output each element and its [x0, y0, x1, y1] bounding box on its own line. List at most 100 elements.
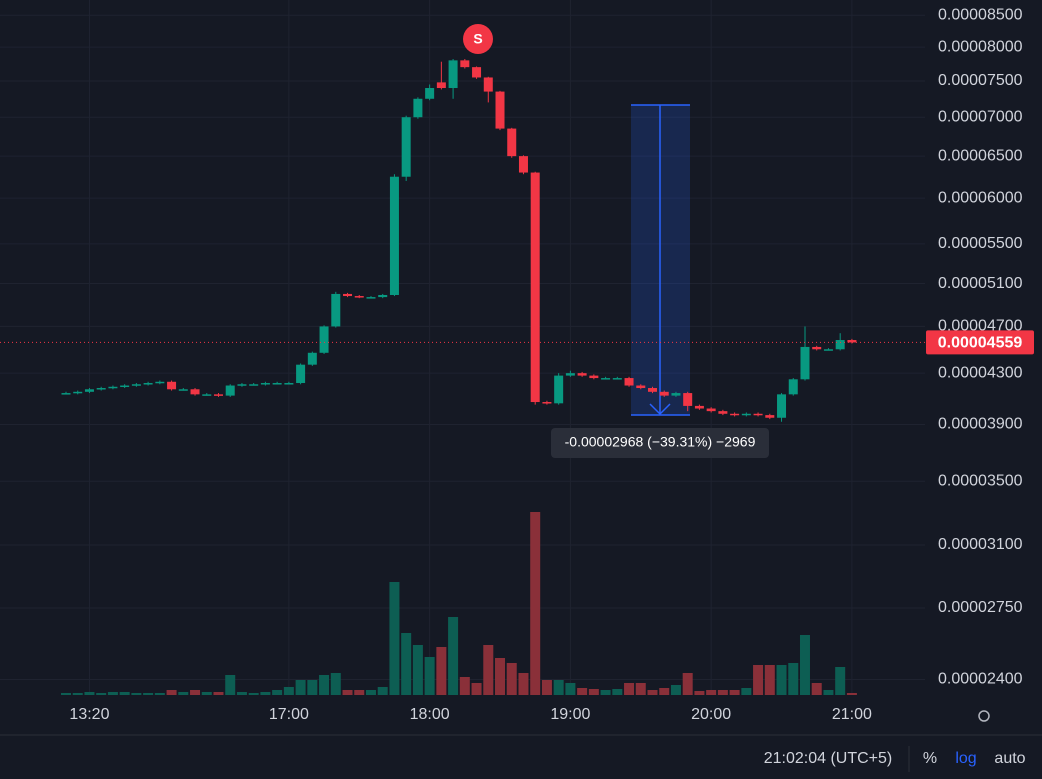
candle-body: [518, 156, 528, 173]
price-axis: 0.00008500 0.00008000 0.00007500 0.00007000…: [69, 6, 1034, 723]
y-tick-label: 0.00002750: [938, 599, 1023, 616]
candle-body: [507, 128, 517, 157]
y-tick-label: 0.00008000: [938, 38, 1023, 55]
volume-bar: [201, 692, 212, 695]
volume-bar: [846, 693, 857, 695]
candle-body: [378, 294, 388, 298]
candle-body: [530, 172, 540, 403]
volume-bar: [377, 687, 388, 695]
candle-body: [565, 373, 575, 376]
y-tick-label: 0.00006500: [938, 147, 1023, 164]
volume-bar: [166, 690, 177, 695]
volume-bar: [119, 692, 130, 695]
volume-bar: [260, 692, 271, 695]
y-tick-label: 0.00004300: [938, 364, 1023, 381]
volume-bar: [459, 677, 470, 695]
volume-bar: [471, 683, 482, 695]
candle-body: [448, 60, 458, 89]
candle-body: [237, 384, 247, 386]
measure-label: -0.00002968 (−39.31%) −2969: [565, 434, 756, 450]
candle-body: [425, 88, 435, 99]
candle-body: [331, 293, 341, 327]
volume-bar: [401, 633, 412, 695]
candle-body: [741, 413, 751, 416]
volume-bar: [823, 690, 834, 695]
volume-bar: [483, 645, 494, 695]
candle-body: [636, 385, 646, 389]
last-price-box: [926, 330, 1034, 355]
settings-icon[interactable]: [978, 710, 990, 722]
signal-marker[interactable]: [463, 24, 493, 54]
volume-bar: [741, 688, 752, 695]
candle-body: [483, 77, 493, 92]
y-tick-label: 0.00002400: [938, 671, 1023, 688]
volume-bar: [717, 690, 728, 695]
volume-bar: [154, 693, 165, 695]
volume-bar: [706, 690, 717, 695]
volume-bar: [248, 693, 259, 695]
auto-button[interactable]: auto: [994, 750, 1025, 767]
y-tick-label: 0.00003100: [938, 536, 1023, 553]
volume-bar: [729, 690, 740, 695]
volume-bar: [96, 693, 107, 695]
candle-body: [155, 381, 165, 384]
volume-bar: [495, 658, 506, 695]
candle-body: [213, 394, 223, 396]
candle-body: [495, 91, 505, 129]
volume-pane: [61, 512, 857, 695]
candle-body: [612, 378, 622, 380]
volume-bar: [811, 683, 822, 695]
volume-bar: [190, 690, 201, 695]
volume-bar: [600, 690, 611, 695]
volume-bar: [577, 688, 588, 695]
candle-body: [296, 364, 306, 384]
clock: 21:02:04 (UTC+5): [764, 750, 893, 767]
candle-body: [436, 82, 446, 89]
volume-bar: [436, 647, 447, 695]
y-tick-label: 0.00008500: [938, 6, 1023, 23]
candle-body: [730, 413, 740, 416]
volume-bar: [307, 680, 318, 695]
x-tick-label: 18:00: [410, 706, 450, 723]
volume-bar: [565, 683, 576, 695]
volume-bar: [424, 657, 435, 695]
volume-bar: [506, 663, 517, 695]
candle-body: [624, 378, 634, 386]
volume-bar: [283, 687, 294, 695]
candle-body: [694, 405, 704, 409]
candle-body: [460, 60, 470, 68]
candle-body: [542, 402, 552, 404]
candle-body: [401, 117, 411, 177]
volume-bar: [143, 693, 154, 695]
candle-body: [260, 383, 270, 385]
x-tick-label: 13:20: [69, 706, 109, 723]
candle-body: [120, 385, 130, 388]
candle-body: [835, 340, 845, 350]
volume-bar: [553, 680, 564, 695]
volume-bar: [530, 512, 541, 695]
candle-body: [143, 383, 153, 385]
candle-body: [131, 384, 141, 386]
volume-bar: [647, 690, 658, 695]
candle-body: [178, 389, 188, 391]
candle-body: [765, 415, 775, 418]
candle-body: [167, 381, 177, 390]
volume-bar: [541, 680, 552, 695]
percent-button[interactable]: %: [923, 750, 937, 767]
y-tick-label: 0.00007000: [938, 108, 1023, 125]
volume-bar: [448, 617, 459, 695]
candle-body: [354, 296, 364, 298]
volume-bar: [236, 692, 247, 695]
candles: [0, 59, 925, 422]
candle-body: [659, 391, 669, 396]
candle-body: [554, 375, 564, 404]
candle-body: [61, 393, 71, 395]
candle-body: [472, 67, 482, 78]
candle-body: [577, 373, 587, 376]
candle-body: [272, 383, 282, 385]
volume-bar: [342, 690, 353, 695]
candle-body: [108, 386, 118, 389]
log-button[interactable]: log: [955, 750, 976, 767]
last-price-label: 0.00004559: [938, 335, 1023, 352]
